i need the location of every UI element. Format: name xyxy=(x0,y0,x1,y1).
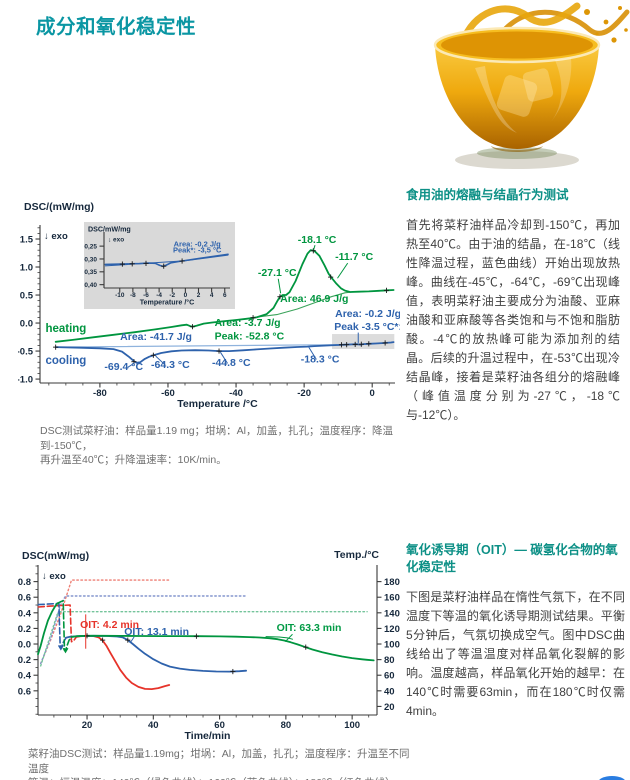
dsc-inset-zoom-chart: -10 -8 -6 -4 -2 0 2 4 6 -0,25 -0,30 -0,35 -0,40 Area:… xyxy=(84,222,235,309)
page-title: 成分和氧化稳定性 xyxy=(36,16,197,38)
svg-text:Time/min: Time/min xyxy=(185,730,231,742)
svg-text:-8: -8 xyxy=(130,292,136,299)
chart1-caption-line1: DSC测试菜籽油：样品量1.19 mg；坩埚：Al，加盖，扎孔；温度程序：降温到… xyxy=(40,425,393,452)
svg-text:Area: 46.9 J/g: Area: 46.9 J/g xyxy=(280,293,348,305)
svg-text:0.6: 0.6 xyxy=(18,593,31,604)
svg-text:-0,25: -0,25 xyxy=(84,244,97,251)
corner-decoration xyxy=(598,776,626,780)
svg-text:140: 140 xyxy=(384,608,400,619)
svg-text:OIT: 4.2 min: OIT: 4.2 min xyxy=(80,619,139,631)
svg-text:-69.4 °C: -69.4 °C xyxy=(104,361,143,373)
svg-text:OIT: 13.1 min: OIT: 13.1 min xyxy=(124,626,189,638)
svg-text:-11.7 °C: -11.7 °C xyxy=(335,251,373,263)
svg-text:-0.4: -0.4 xyxy=(18,671,32,682)
svg-text:-2: -2 xyxy=(169,292,175,299)
svg-text:-20: -20 xyxy=(297,388,311,399)
svg-text:Area: -3.7 J/g: Area: -3.7 J/g xyxy=(215,317,281,329)
svg-text:60: 60 xyxy=(214,720,225,731)
chart2-caption: 菜籽油DSC测试：样品量1.19mg；坩埚：Al，加盖，扎孔；温度程序：升温至不… xyxy=(28,747,420,780)
svg-text:0.0: 0.0 xyxy=(20,319,33,330)
svg-text:DSC/mW/mg: DSC/mW/mg xyxy=(88,226,131,234)
svg-text:0.8: 0.8 xyxy=(18,577,31,588)
svg-text:Peak: -52.8 °C: Peak: -52.8 °C xyxy=(215,330,285,342)
svg-text:↓ exo: ↓ exo xyxy=(44,231,68,242)
svg-text:-64.3 °C: -64.3 °C xyxy=(151,359,190,371)
svg-text:120: 120 xyxy=(384,624,400,635)
svg-text:OIT: 63.3 min: OIT: 63.3 min xyxy=(277,622,342,634)
oil-bowl-image xyxy=(433,2,630,169)
svg-text:60: 60 xyxy=(384,671,395,682)
svg-text:cooling: cooling xyxy=(45,355,86,367)
section-melting-heading: 食用油的熔融与结晶行为测试 xyxy=(406,188,569,202)
svg-text:Temperature /°C: Temperature /°C xyxy=(140,298,195,306)
svg-text:-40: -40 xyxy=(229,388,243,399)
svg-text:80: 80 xyxy=(384,655,395,666)
svg-text:1.5: 1.5 xyxy=(20,235,34,246)
section-oit-body: 下图是菜籽油样品在惰性气氛下，在不同温度下等温的氧化诱导期测试结果。平衡5分钟后… xyxy=(406,590,625,718)
oit-chart: 20 40 60 80 100 0.8 0.6 0.4 0.2 0.0 -0.2 -0.4 -0.6 18… xyxy=(18,549,400,742)
svg-text:6: 6 xyxy=(223,292,227,299)
svg-text:4: 4 xyxy=(210,292,214,299)
svg-text:0: 0 xyxy=(184,292,188,299)
section-oit: 氧化诱导期（OIT）— 碳氢化合物的氧化稳定性 下图是菜籽油样品在惰性气氛下，在… xyxy=(406,542,625,721)
svg-text:-10: -10 xyxy=(115,292,125,299)
svg-text:Temp./°C: Temp./°C xyxy=(334,549,379,561)
section-melting: 食用油的熔融与结晶行为测试 首先将菜籽油样品冷却到-150℃，再加热至40℃。由… xyxy=(406,187,620,425)
svg-text:-44.8 °C: -44.8 °C xyxy=(212,357,251,369)
svg-text:-60: -60 xyxy=(161,388,175,399)
svg-text:Area: -0,2 J/g: Area: -0,2 J/g xyxy=(174,240,222,249)
svg-text:-1.0: -1.0 xyxy=(18,375,33,386)
svg-text:100: 100 xyxy=(344,720,360,731)
svg-text:-80: -80 xyxy=(93,388,107,399)
svg-text:1.0: 1.0 xyxy=(20,263,33,274)
svg-text:-0,35: -0,35 xyxy=(84,269,97,276)
svg-text:↓ exo: ↓ exo xyxy=(108,237,124,244)
svg-text:-18.1 °C: -18.1 °C xyxy=(298,234,337,246)
section-oit-heading: 氧化诱导期（OIT）— 碳氢化合物的氧化稳定性 xyxy=(406,543,618,574)
svg-text:-0.2: -0.2 xyxy=(18,655,31,666)
svg-text:-27.1 °C: -27.1 °C xyxy=(258,267,297,279)
svg-text:Temperature /°C: Temperature /°C xyxy=(177,398,258,410)
dsc-melting-chart: -80 -60 -40 -20 01.51.00.50.0-0.5-1.0heating… xyxy=(18,201,400,410)
svg-text:-6: -6 xyxy=(143,292,149,299)
svg-text:0.2: 0.2 xyxy=(18,624,31,635)
svg-text:40: 40 xyxy=(148,720,159,731)
svg-text:40: 40 xyxy=(384,686,395,697)
chart2-caption-line1: 菜籽油DSC测试：样品量1.19mg；坩埚：Al，加盖，扎孔；温度程序：升温至不… xyxy=(28,748,410,775)
svg-text:↓ exo: ↓ exo xyxy=(42,571,66,582)
svg-text:heating: heating xyxy=(45,323,86,335)
svg-text:0.4: 0.4 xyxy=(18,608,32,619)
svg-text:Area: -0.2 J/g: Area: -0.2 J/g xyxy=(335,308,400,320)
svg-text:0: 0 xyxy=(370,388,375,399)
svg-text:Area: -41.7 J/g: Area: -41.7 J/g xyxy=(120,331,192,343)
section-melting-body: 首先将菜籽油样品冷却到-150℃，再加热至40℃。由于油的结晶，在-18℃（线性… xyxy=(406,218,620,422)
svg-text:Peak*: -3,5 °C: Peak*: -3,5 °C xyxy=(173,245,222,254)
chart1-caption: DSC测试菜籽油：样品量1.19 mg；坩埚：Al，加盖，扎孔；温度程序：降温到… xyxy=(40,424,410,468)
svg-text:DSC/(mW/mg): DSC/(mW/mg) xyxy=(24,201,94,213)
svg-text:20: 20 xyxy=(82,720,93,731)
chart1-caption-line2: 再升温至40℃；升降温速率：10K/min。 xyxy=(40,454,227,466)
svg-text:2: 2 xyxy=(197,292,201,299)
svg-text:-0.5: -0.5 xyxy=(18,347,34,358)
svg-text:0.0: 0.0 xyxy=(18,640,31,651)
svg-text:0.5: 0.5 xyxy=(20,291,34,302)
svg-text:100: 100 xyxy=(384,640,400,651)
svg-text:80: 80 xyxy=(281,720,292,731)
svg-text:160: 160 xyxy=(384,593,400,604)
svg-text:20: 20 xyxy=(384,702,395,713)
svg-text:DSC(mW/mg): DSC(mW/mg) xyxy=(22,550,89,562)
svg-text:-0,30: -0,30 xyxy=(84,256,97,263)
svg-text:-18.3 °C: -18.3 °C xyxy=(301,353,340,365)
svg-text:Peak -3.5 °C*:: Peak -3.5 °C*: xyxy=(334,321,400,333)
svg-text:-4: -4 xyxy=(156,292,162,299)
svg-text:180: 180 xyxy=(384,577,400,588)
chart2-caption-line2: 等温；恒温温度：140℃（绿色曲线）；160℃（蓝色曲线）；180℃（红色曲线）… xyxy=(28,776,420,780)
svg-text:-0,40: -0,40 xyxy=(84,282,97,289)
svg-text:-0.6: -0.6 xyxy=(18,686,31,697)
